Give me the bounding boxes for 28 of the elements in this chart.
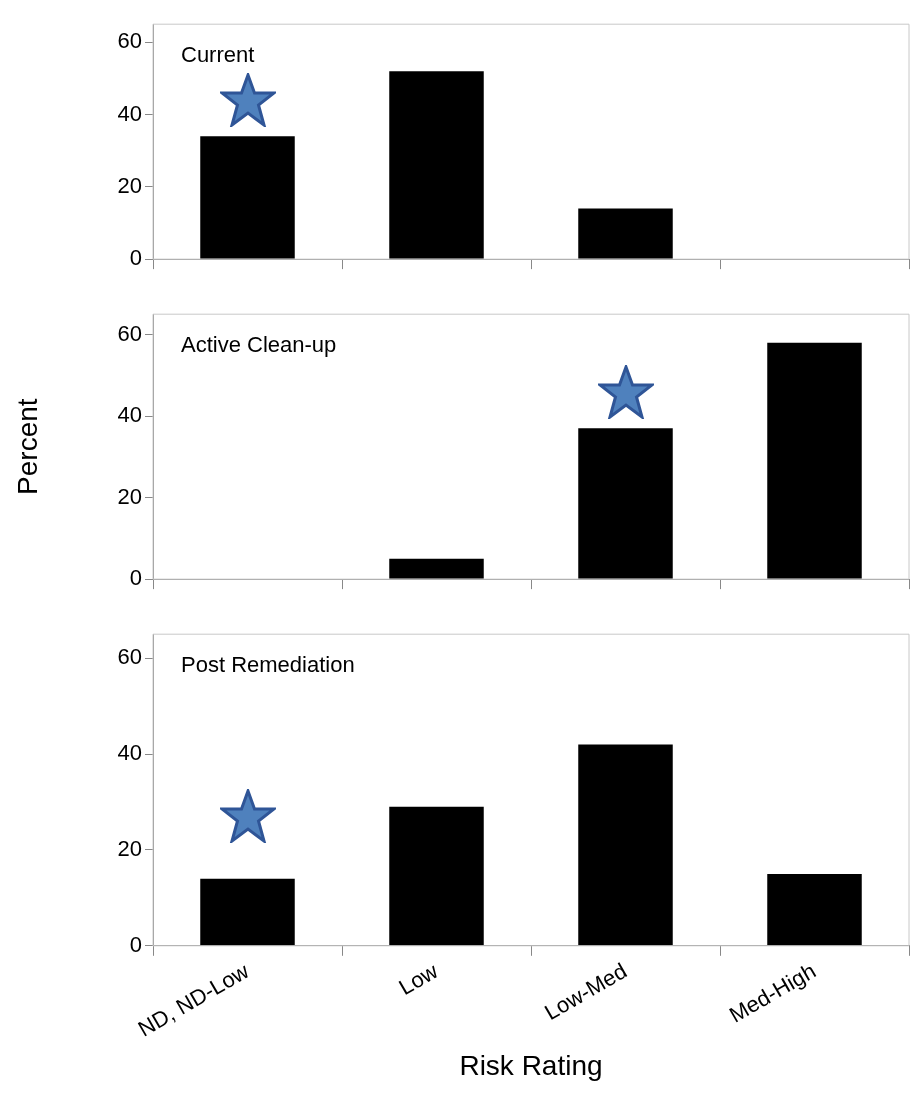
y-axis-title: Percent <box>11 398 43 495</box>
y-tick-label: 20 <box>117 483 142 509</box>
x-tick-label: Low <box>394 958 443 1000</box>
y-tick-label: 40 <box>117 402 142 428</box>
y-tick-label: 0 <box>129 931 142 957</box>
bar <box>200 136 295 259</box>
bar <box>389 71 484 259</box>
y-tick-label: 0 <box>129 245 142 271</box>
text: Post Remediation <box>181 652 355 678</box>
y-tick-label: 20 <box>117 172 142 198</box>
y-tick-label: 40 <box>117 100 142 126</box>
y-tick-label: 60 <box>117 644 142 670</box>
bar <box>200 878 295 946</box>
y-tick-label: 60 <box>117 320 142 346</box>
bar <box>767 342 862 579</box>
text: Active Clean-up <box>181 332 337 358</box>
bar <box>389 806 484 946</box>
y-tick-label: 0 <box>129 565 142 591</box>
bar <box>578 208 673 259</box>
y-tick-label: 40 <box>117 740 142 766</box>
bar <box>578 428 673 579</box>
x-axis-title: Risk Rating <box>459 1049 603 1081</box>
y-tick-label: 20 <box>117 835 142 861</box>
bar <box>389 558 484 579</box>
bar <box>767 873 862 946</box>
y-tick-label: 60 <box>117 28 142 54</box>
bar <box>578 744 673 946</box>
text: Current <box>181 42 255 68</box>
